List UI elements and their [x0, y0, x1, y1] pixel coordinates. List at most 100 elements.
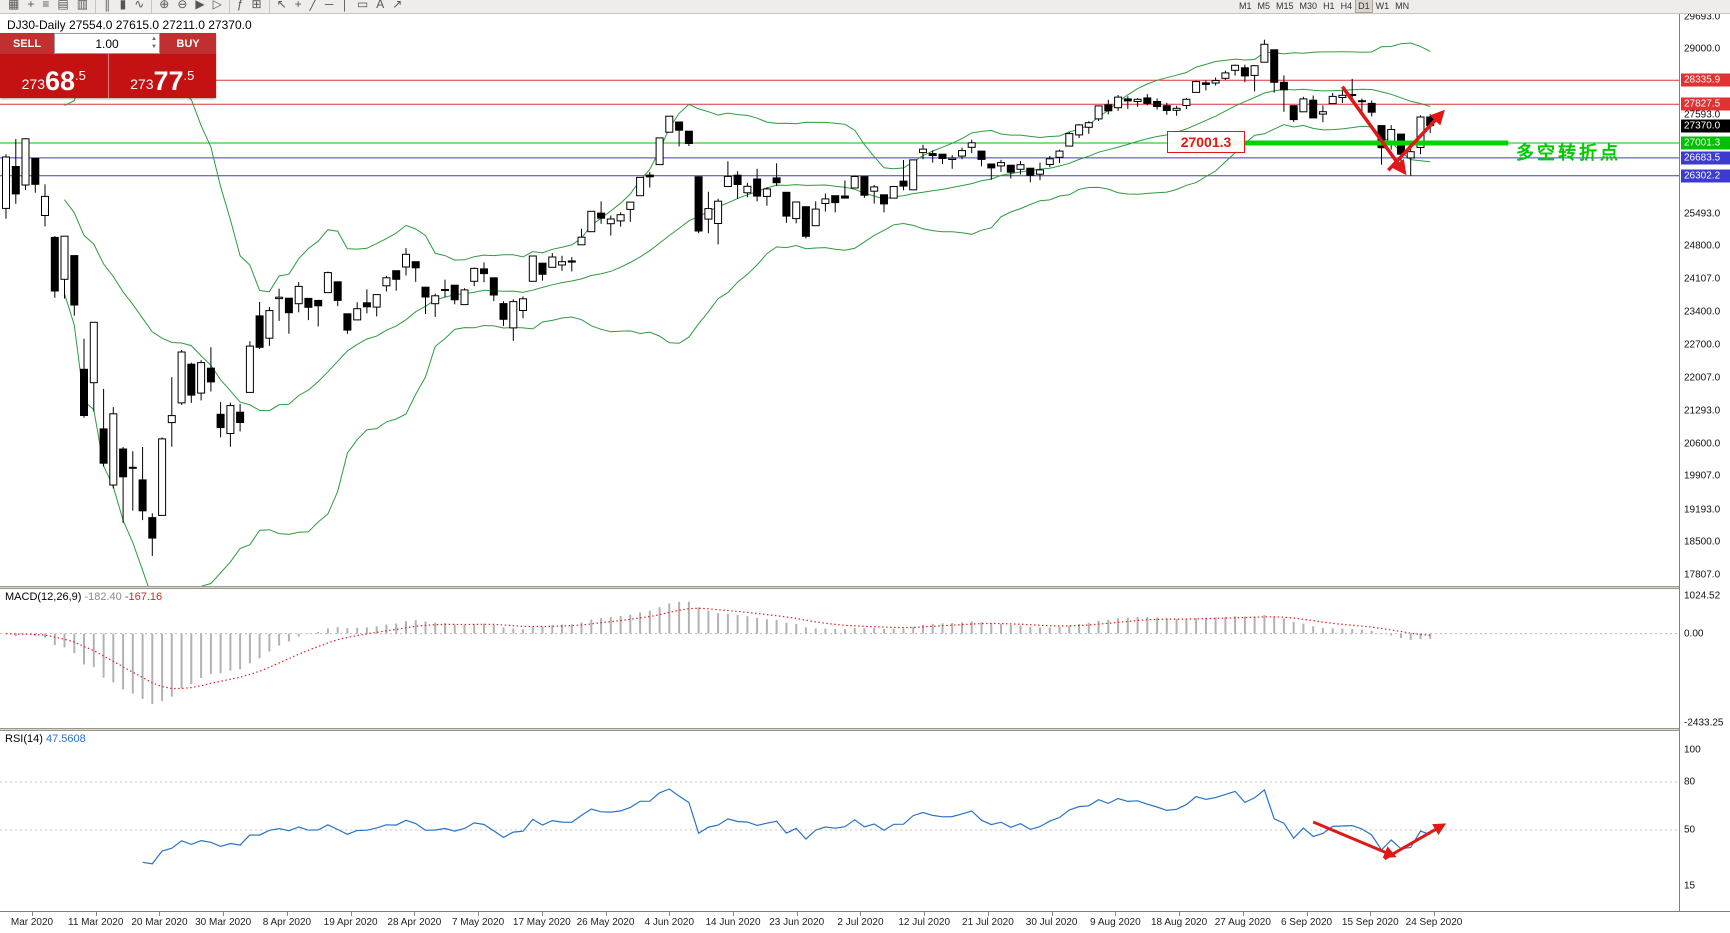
sell-price[interactable]: 273 68.5	[0, 54, 109, 98]
main-price-panel	[0, 39, 1679, 586]
buy-price[interactable]: 273 77.5	[109, 54, 217, 98]
price-tick: 29693.0	[1684, 11, 1721, 22]
terminal-icon[interactable]: ▥	[76, 0, 89, 11]
date-tick: 2 Jul 2020	[837, 917, 884, 928]
price-tick: 25493.0	[1684, 208, 1721, 220]
date-tick-mark	[1179, 912, 1181, 916]
timeframe-group: M1 M5 M15 M30 H1 H4 D1 W1 MN	[1236, 0, 1412, 13]
macd-axis-tick: -2433.25	[1684, 717, 1724, 729]
timeframe-h1[interactable]: H1	[1323, 1, 1335, 11]
new-order-icon[interactable]: +	[27, 0, 35, 11]
volume-value: 1.00	[95, 36, 119, 51]
zoom-out-icon[interactable]: ⊖	[177, 0, 188, 11]
date-tick-mark	[1306, 912, 1308, 916]
date-tick-mark	[95, 912, 97, 916]
support-level-label[interactable]: 27001.3	[1167, 131, 1245, 153]
timeframe-m15[interactable]: M15	[1276, 1, 1294, 11]
indicators-icon[interactable]: ƒ	[236, 0, 244, 11]
volume-down-button[interactable]: ▼	[151, 44, 157, 50]
zoom-in-icon[interactable]: ⊕	[159, 0, 170, 11]
price-tick: 23400.0	[1684, 306, 1721, 318]
price-tick: 27593.0	[1684, 109, 1721, 121]
date-tick-mark	[1115, 912, 1117, 916]
date-tick: 19 Apr 2020	[323, 917, 378, 928]
price-tick: 24800.0	[1684, 240, 1721, 252]
price-tick: 24107.0	[1684, 273, 1721, 285]
horizontal-line-icon[interactable]: ─	[324, 0, 334, 11]
timeframe-m1[interactable]: M1	[1239, 1, 1252, 11]
rsi-arrows[interactable]	[1312, 820, 1447, 861]
turning-point-annotation[interactable]: 多空转折点	[1516, 143, 1621, 164]
date-axis[interactable]: Mar 2020 11 Mar 2020 20 Mar 2020 30 Mar 202…	[0, 911, 1730, 933]
candlestick-mode-icon[interactable]: ▮	[119, 0, 127, 11]
buy-button[interactable]: BUY	[160, 33, 216, 54]
timeframe-d1[interactable]: D1	[1355, 0, 1373, 13]
macd-axis-tick: 0.00	[1684, 628, 1704, 640]
timeframe-mn[interactable]: MN	[1395, 1, 1410, 11]
auto-scroll-icon[interactable]: ▶	[195, 0, 205, 11]
date-tick: 18 Aug 2020	[1150, 917, 1208, 928]
timeframe-h4[interactable]: H4	[1340, 1, 1353, 11]
price-badge: 26302.2	[1681, 169, 1730, 183]
rsi-value: 47.5608	[45, 733, 86, 745]
date-tick-mark	[1242, 912, 1244, 916]
date-tick-mark	[733, 912, 734, 916]
market-watch-icon[interactable]: ≡	[42, 0, 50, 11]
navigator-icon[interactable]: ▤	[57, 0, 69, 11]
buy-price-sup: .5	[183, 68, 195, 83]
cursor-icon[interactable]: ↖	[276, 0, 287, 11]
date-tick-mark	[1051, 912, 1053, 916]
date-tick: 21 Jul 2020	[962, 917, 1014, 928]
templates-icon[interactable]: ⊞	[251, 0, 262, 11]
price-tick: 22007.0	[1684, 372, 1721, 384]
date-tick-mark	[32, 912, 33, 916]
price-badge: 27370.0	[1681, 119, 1730, 133]
date-tick: 6 Sep 2020	[1280, 917, 1333, 928]
crosshair-icon[interactable]: +	[294, 0, 302, 11]
price-axis[interactable]: 29693.0 29000.0 27593.0 25493.0 24800.0 24107…	[1679, 11, 1730, 911]
arrow-draw-icon[interactable]: ↗	[392, 0, 403, 11]
date-tick: 27 Aug 2020	[1214, 917, 1271, 928]
price-tick: 19193.0	[1684, 504, 1721, 516]
panel-splitter-rsi[interactable]	[0, 728, 1730, 731]
timeframe-m5[interactable]: M5	[1257, 1, 1271, 11]
macd-main-value: -182.40	[84, 591, 122, 603]
rsi-panel	[0, 781, 1679, 865]
chart-title: DJ30-Daily 27554.0 27615.0 27211.0 27370…	[7, 18, 252, 32]
timeframe-m30[interactable]: M30	[1299, 1, 1318, 11]
date-tick-mark	[860, 912, 862, 916]
symbol-icon[interactable]: ▦	[8, 0, 20, 11]
vertical-line-icon[interactable]: │	[341, 0, 349, 11]
date-tick: 8 Apr 2020	[262, 917, 312, 928]
date-tick: 4 Jun 2020	[644, 917, 695, 928]
rectangle-icon[interactable]: ▭	[356, 0, 369, 11]
timeframe-w1[interactable]: W1	[1375, 1, 1390, 11]
volume-input[interactable]: 1.00 ▲ ▼	[54, 33, 160, 54]
price-arrows[interactable]	[1340, 85, 1445, 176]
volume-up-button[interactable]: ▲	[151, 36, 157, 42]
bar-chart-icon[interactable]: ║	[103, 0, 112, 11]
date-tick: 30 Jul 2020	[1025, 917, 1078, 928]
sell-button[interactable]: SELL	[0, 33, 54, 54]
date-tick: 24 Sep 2020	[1405, 917, 1463, 928]
date-tick: 9 Aug 2020	[1090, 917, 1141, 928]
line-chart-mode-icon[interactable]: ∿	[134, 0, 145, 11]
date-tick-mark	[924, 912, 926, 916]
trendline-icon[interactable]: ╱	[309, 0, 317, 11]
date-tick: 30 Mar 2020	[195, 917, 252, 928]
date-tick-mark	[478, 912, 480, 916]
price-badge: 27827.5	[1681, 97, 1730, 111]
chart-shift-icon[interactable]: ▷	[212, 0, 222, 11]
date-tick: Mar 2020	[10, 917, 54, 928]
date-tick-mark	[1434, 912, 1435, 916]
price-badge: 28335.9	[1681, 73, 1730, 87]
date-tick: 7 May 2020	[451, 917, 505, 928]
date-tick: 11 Mar 2020	[68, 917, 124, 928]
panel-splitter-macd[interactable]	[0, 586, 1730, 589]
candles	[2, 39, 1435, 556]
text-label-icon[interactable]: A	[376, 0, 385, 11]
sell-price-small: 273	[21, 76, 45, 92]
sell-price-sup: .5	[75, 68, 86, 83]
price-tick: 21293.0	[1684, 405, 1721, 417]
